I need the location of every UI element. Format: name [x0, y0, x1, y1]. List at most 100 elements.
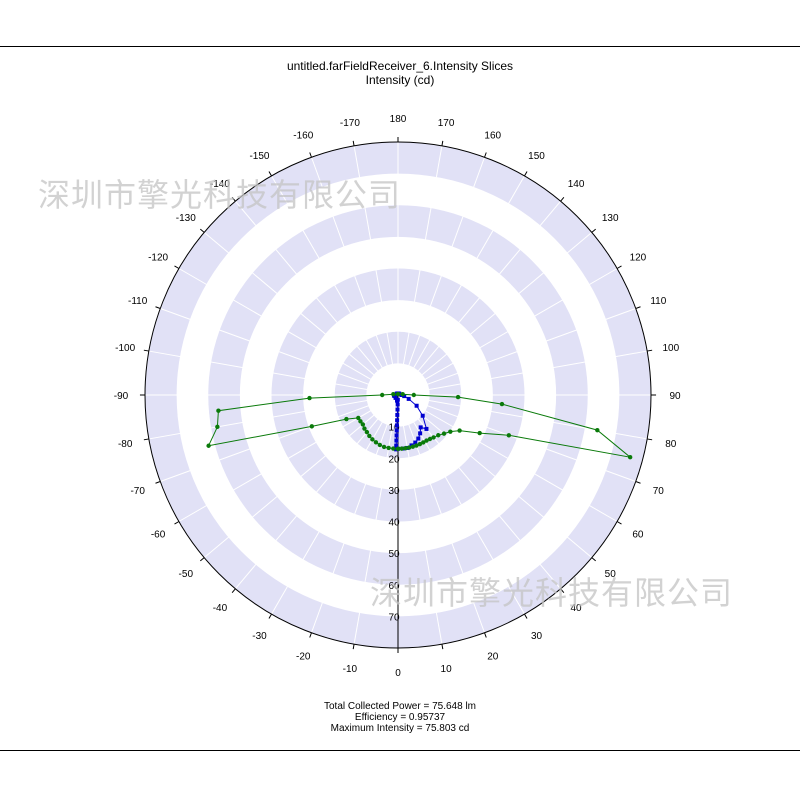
- data-point: [216, 408, 221, 413]
- angle-gridline: [148, 394, 399, 440]
- angle-tick: [484, 152, 487, 158]
- angle-tick-label: -50: [179, 569, 194, 580]
- efficiency-text: Efficiency = 0.95737: [354, 712, 446, 723]
- angle-gridline: [271, 394, 399, 615]
- angle-tick-label: 170: [438, 118, 455, 129]
- data-point: [420, 413, 425, 418]
- angle-gridline: [271, 175, 399, 396]
- angle-tick: [199, 557, 205, 562]
- angle-tick: [231, 196, 236, 202]
- angle-tick-label: -100: [115, 343, 135, 354]
- data-point: [411, 392, 417, 398]
- data-point: [393, 395, 398, 400]
- data-point: [358, 419, 363, 424]
- angle-tick-label: -150: [249, 151, 269, 162]
- data-point: [436, 433, 441, 438]
- angle-gridline: [397, 268, 618, 396]
- angle-gridline: [178, 268, 399, 396]
- angle-tick: [352, 140, 355, 146]
- angle-tick: [143, 349, 149, 352]
- data-point: [416, 436, 421, 441]
- angle-tick-label: 180: [390, 114, 407, 125]
- angle-tick-label: -30: [252, 631, 267, 642]
- data-point: [448, 429, 453, 434]
- angle-tick: [268, 613, 272, 619]
- data-point: [395, 402, 400, 407]
- watermark-text: 深圳市擎光科技有限公司: [370, 574, 734, 612]
- angle-gridline: [397, 394, 443, 645]
- angle-tick: [484, 632, 487, 638]
- angle-tick: [231, 588, 236, 594]
- angle-gridline: [148, 350, 399, 396]
- angle-tick-label: 140: [568, 179, 585, 190]
- data-point: [395, 412, 400, 417]
- data-point: [402, 394, 407, 399]
- total-power-text: Total Collected Power = 75.648 lm: [323, 701, 477, 712]
- data-point: [373, 440, 379, 445]
- data-point: [370, 437, 375, 442]
- angle-tick-label: 60: [632, 530, 644, 541]
- angle-tick-label: -140: [210, 179, 230, 190]
- angle-tick-label: 150: [528, 151, 545, 162]
- data-point: [413, 440, 418, 445]
- angle-tick-label: -130: [176, 213, 196, 224]
- angle-tick-label: 30: [531, 631, 543, 642]
- data-point: [395, 391, 401, 397]
- angle-tick-label: -160: [293, 131, 313, 142]
- angle-tick: [616, 265, 622, 269]
- data-point: [394, 438, 399, 443]
- angle-gridline: [234, 200, 399, 396]
- top-rule: [0, 46, 800, 47]
- data-point: [410, 444, 416, 449]
- angle-tick-label: -20: [296, 651, 311, 662]
- data-point: [595, 427, 600, 433]
- radial-tick-label: 50: [388, 549, 400, 560]
- angle-tick-label: -90: [114, 391, 129, 402]
- data-point: [477, 430, 482, 436]
- angle-tick: [647, 438, 653, 441]
- data-point: [394, 443, 399, 448]
- data-point: [400, 391, 405, 397]
- data-point: [627, 455, 633, 460]
- angle-gridline: [353, 145, 399, 396]
- data-point: [356, 415, 361, 421]
- angle-tick-label: 80: [665, 439, 677, 450]
- data-point: [499, 401, 505, 407]
- angle-tick-label: 20: [487, 651, 499, 662]
- angle-tick-label: -80: [118, 439, 133, 450]
- angle-tick-label: -120: [148, 252, 168, 263]
- angle-tick: [591, 557, 597, 562]
- data-point: [455, 394, 461, 400]
- angle-tick: [352, 644, 355, 650]
- angle-gridline: [397, 231, 593, 396]
- data-point: [377, 442, 383, 448]
- radial-tick-label: 10: [388, 423, 400, 434]
- angle-gridline: [203, 231, 399, 396]
- angle-tick-label: -170: [340, 118, 360, 129]
- chart-title: untitled.farFieldReceiver_6.Intensity Sl…: [286, 59, 514, 73]
- angle-tick-label: 70: [653, 486, 665, 497]
- data-point: [506, 433, 512, 438]
- data-point: [418, 431, 423, 436]
- data-point: [395, 418, 400, 423]
- angle-gridline: [203, 394, 399, 559]
- angle-gridline: [397, 145, 443, 396]
- data-point: [344, 416, 349, 422]
- data-point: [386, 445, 391, 451]
- data-point: [399, 446, 404, 451]
- data-point: [441, 431, 447, 436]
- angle-tick: [441, 140, 444, 146]
- angle-tick: [309, 632, 312, 638]
- data-point: [309, 424, 315, 429]
- bottom-rule: [0, 750, 800, 751]
- angle-gridline: [397, 200, 562, 396]
- data-point: [395, 407, 400, 412]
- angle-tick-label: -40: [213, 603, 228, 614]
- data-point: [379, 392, 385, 398]
- angle-tick: [143, 438, 149, 441]
- data-point: [391, 391, 396, 397]
- data-point: [391, 446, 396, 451]
- data-point: [394, 423, 399, 428]
- data-point: [421, 440, 426, 445]
- data-point: [395, 446, 401, 451]
